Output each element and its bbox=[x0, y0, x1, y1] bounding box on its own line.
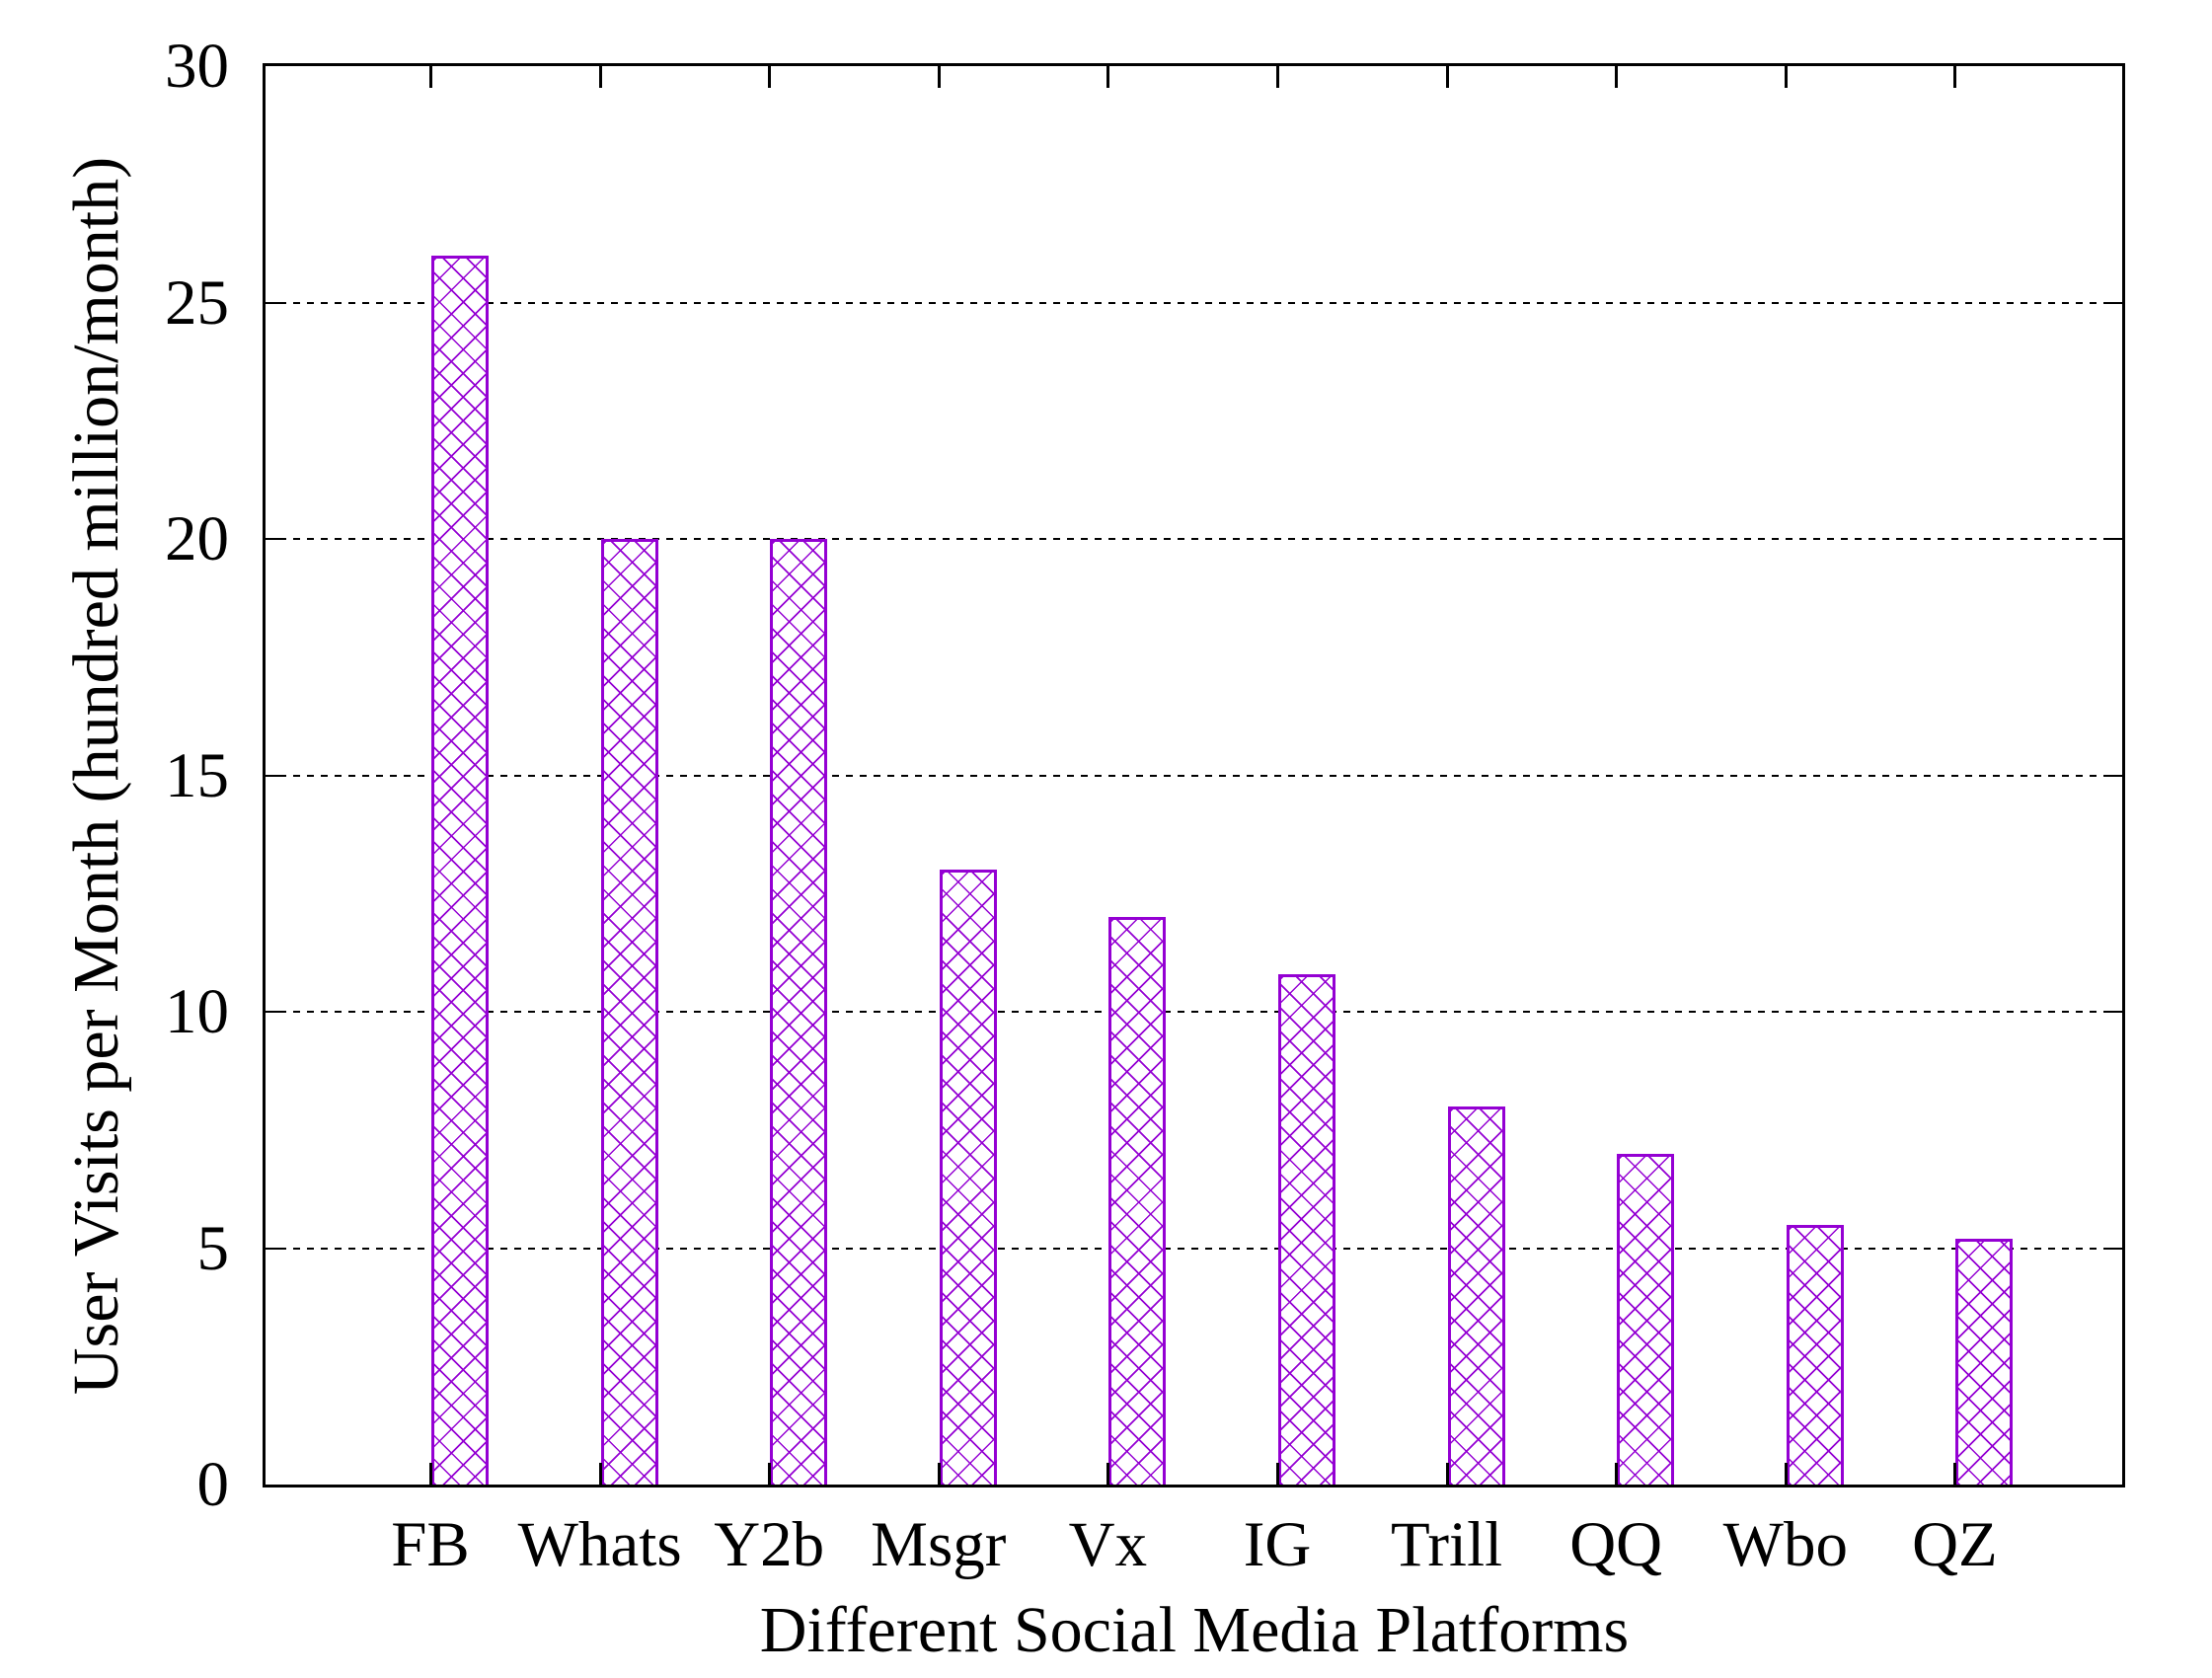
y-tick-label-10: 10 bbox=[165, 976, 229, 1047]
y-tick-label-0: 0 bbox=[196, 1449, 230, 1520]
y-tick-label-30: 30 bbox=[165, 31, 229, 102]
y-tick-right-20 bbox=[2104, 538, 2122, 540]
x-tick-label-QQ: QQ bbox=[1569, 1509, 1663, 1580]
y-tick-left-5 bbox=[266, 1247, 283, 1250]
x-tick-label-Y2b: Y2b bbox=[714, 1509, 825, 1580]
y-tick-right-10 bbox=[2104, 1011, 2122, 1013]
y-tick-left-25 bbox=[266, 301, 283, 304]
x-tick-bottom-Trill bbox=[1445, 1463, 1449, 1485]
y-tick-left-10 bbox=[266, 1011, 283, 1013]
y-tick-label-20: 20 bbox=[165, 503, 229, 574]
x-tick-top-QQ bbox=[1615, 66, 1619, 88]
bar-Wbo bbox=[1786, 1224, 1844, 1485]
y-tick-right-5 bbox=[2104, 1247, 2122, 1250]
plot-area bbox=[263, 63, 2125, 1487]
bar-Y2b bbox=[770, 539, 828, 1485]
bar-IG bbox=[1278, 973, 1335, 1485]
y-tick-left-20 bbox=[266, 538, 283, 540]
x-tick-label-Msgr: Msgr bbox=[871, 1509, 1007, 1580]
x-tick-bottom-Whats bbox=[598, 1463, 602, 1485]
bar-QQ bbox=[1617, 1153, 1675, 1485]
y-tick-label-25: 25 bbox=[165, 267, 229, 339]
y-tick-right-25 bbox=[2104, 301, 2122, 304]
bar-Whats bbox=[600, 539, 658, 1485]
bar-QZ bbox=[1955, 1238, 2014, 1485]
x-tick-bottom-QZ bbox=[1953, 1463, 1957, 1485]
x-tick-top-IG bbox=[1276, 66, 1279, 88]
x-tick-bottom-IG bbox=[1276, 1463, 1279, 1485]
bar-Trill bbox=[1447, 1106, 1505, 1485]
gridline-y5 bbox=[266, 1247, 2122, 1250]
x-tick-bottom-Vx bbox=[1106, 1463, 1110, 1485]
y-tick-left-15 bbox=[266, 774, 283, 777]
x-axis-title: Different Social Media Platforms bbox=[759, 1594, 1630, 1666]
y-tick-label-5: 5 bbox=[196, 1212, 230, 1284]
gridline-y20 bbox=[266, 538, 2122, 540]
y-tick-right-15 bbox=[2104, 774, 2122, 777]
x-tick-top-Wbo bbox=[1784, 66, 1788, 88]
x-tick-label-IG: IG bbox=[1243, 1509, 1312, 1580]
gridline-y25 bbox=[266, 301, 2122, 304]
x-tick-top-Msgr bbox=[937, 66, 941, 88]
x-tick-top-Whats bbox=[598, 66, 602, 88]
x-tick-bottom-FB bbox=[429, 1463, 432, 1485]
x-tick-bottom-Msgr bbox=[937, 1463, 941, 1485]
x-tick-top-QZ bbox=[1953, 66, 1957, 88]
x-tick-label-FB: FB bbox=[391, 1509, 470, 1580]
x-tick-label-Trill: Trill bbox=[1390, 1509, 1503, 1580]
x-tick-label-Vx: Vx bbox=[1068, 1509, 1148, 1580]
x-tick-top-Y2b bbox=[768, 66, 772, 88]
x-tick-label-Wbo: Wbo bbox=[1722, 1509, 1848, 1580]
y-tick-label-15: 15 bbox=[165, 739, 229, 811]
bar-Msgr bbox=[939, 870, 997, 1485]
bar-FB bbox=[431, 255, 489, 1485]
gridline-y15 bbox=[266, 774, 2122, 777]
bar-Vx bbox=[1108, 917, 1167, 1485]
x-tick-label-Whats: Whats bbox=[517, 1509, 682, 1580]
x-tick-top-Trill bbox=[1445, 66, 1449, 88]
x-tick-bottom-QQ bbox=[1615, 1463, 1619, 1485]
x-tick-top-Vx bbox=[1106, 66, 1110, 88]
x-tick-bottom-Y2b bbox=[768, 1463, 772, 1485]
x-tick-top-FB bbox=[429, 66, 432, 88]
x-tick-bottom-Wbo bbox=[1784, 1463, 1788, 1485]
gridline-y10 bbox=[266, 1011, 2122, 1013]
x-tick-label-QZ: QZ bbox=[1912, 1509, 1998, 1580]
